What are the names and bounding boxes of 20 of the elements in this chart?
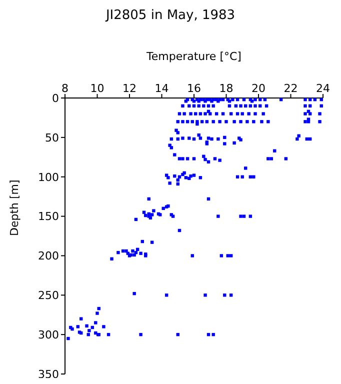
x-tick-label: 18 [219, 82, 234, 95]
x-tick-label: 14 [154, 82, 169, 95]
y-tick-label: 0 [52, 92, 59, 105]
y-tick-label: 250 [38, 289, 59, 302]
x-tick-label: 10 [90, 82, 104, 95]
x-tick-label: 16 [187, 82, 201, 95]
x-tick-label: 8 [62, 82, 68, 95]
x-tick-label: 20 [252, 82, 266, 95]
x-tick-label: 24 [316, 82, 330, 95]
y-tick-label: 200 [38, 250, 59, 263]
y-tick-label: 300 [38, 328, 59, 342]
y-tick-label: 350 [38, 368, 59, 381]
x-tick-label: 12 [122, 82, 136, 95]
y-axis-title: Depth [m] [8, 180, 21, 236]
x-axis-title: Temperature [°C] [146, 50, 242, 63]
chart-title: JI2805 in May, 1983 [104, 7, 236, 25]
y-tick-label: 150 [38, 210, 59, 224]
x-tick-label: 22 [284, 82, 298, 95]
y-tick-label: 100 [38, 170, 59, 184]
y-tick-label: 50 [45, 131, 59, 144]
